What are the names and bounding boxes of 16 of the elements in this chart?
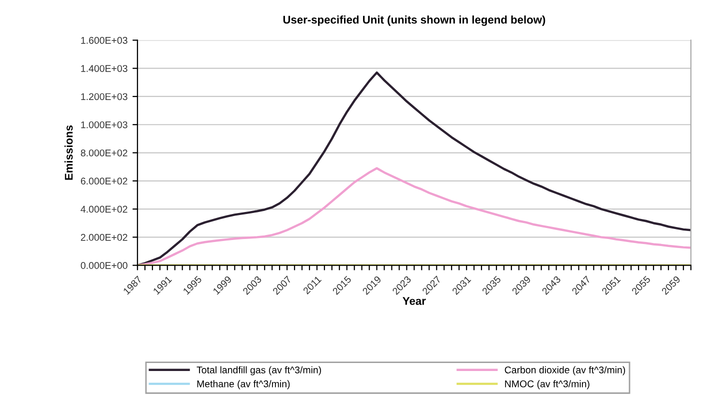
y-tick-label: 1.600E+03 — [81, 36, 128, 44]
y-axis-title: Emissions — [64, 125, 73, 180]
legend-label: Methane (av ft^3/min) — [197, 380, 290, 390]
legend-label: NMOC (av ft^3/min) — [505, 380, 590, 390]
y-tick-label: 4.000E+02 — [80, 206, 128, 213]
legend-label: Total landfill gas (av ft^3/min) — [196, 366, 321, 376]
y-tick-label: 0.000E+00 — [80, 262, 128, 269]
y-tick-label: 1.000E+03 — [81, 121, 128, 128]
chart-title: User-specified Unit (units shown in legend below) — [283, 15, 546, 26]
legend-label: Carbon dioxide (av ft^3/min) — [504, 366, 626, 376]
y-tick-label: 1.400E+03 — [81, 65, 128, 72]
y-tick-label: 2.000E+02 — [80, 234, 128, 241]
y-tick-label: 6.000E+02 — [80, 178, 128, 185]
x-axis-title: Year — [402, 297, 426, 305]
y-tick-label: 1.200E+03 — [81, 93, 128, 100]
y-tick-label: 8.000E+02 — [80, 149, 128, 156]
